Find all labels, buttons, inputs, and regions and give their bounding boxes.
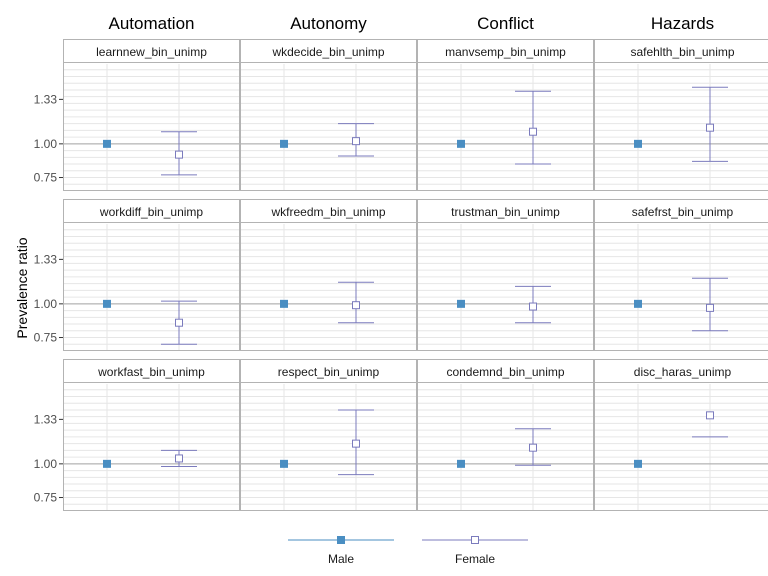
legend-marker	[471, 536, 479, 544]
male-point	[634, 459, 642, 468]
panel-frame	[63, 199, 240, 351]
column-titles: Automation Autonomy Conflict Hazards	[109, 14, 715, 33]
panel-strip	[240, 39, 417, 63]
female-point	[352, 301, 360, 310]
panel-label: safehlth_bin_unimp	[630, 45, 734, 59]
female-point	[175, 150, 183, 159]
panel-frame	[240, 199, 417, 351]
male-point	[280, 459, 288, 468]
facet-panel: condemnd_bin_unimp	[417, 359, 594, 511]
panel-label: manvsemp_bin_unimp	[445, 45, 566, 59]
panel-strip	[240, 359, 417, 383]
male-point	[634, 299, 642, 308]
male-point	[457, 299, 465, 308]
male-point	[280, 139, 288, 148]
facet-panel: safehlth_bin_unimp	[594, 39, 768, 191]
y-tick-label: 0.75	[34, 171, 58, 185]
panel-label: trustman_bin_unimp	[451, 205, 560, 219]
male-point	[103, 459, 111, 468]
facet-panel: trustman_bin_unimp	[417, 199, 594, 351]
legend-entry: Female	[422, 536, 528, 566]
female-point	[706, 123, 714, 132]
panel-label: safefrst_bin_unimp	[632, 205, 734, 219]
panel-frame	[240, 359, 417, 511]
legend-marker	[337, 536, 345, 544]
panels: learnnew_bin_unimp 0.75 1.00 1.33 wkdecide_b…	[34, 39, 768, 511]
legend-entry: Male	[288, 536, 394, 566]
panel-label: learnnew_bin_unimp	[96, 45, 207, 59]
female-point	[706, 411, 714, 420]
male-point	[280, 299, 288, 308]
facet-panel: workfast_bin_unimp 0.75 1.00 1.33	[34, 359, 240, 511]
panel-strip	[63, 199, 240, 223]
panel-label: workfast_bin_unimp	[97, 365, 205, 379]
panel-strip	[63, 359, 240, 383]
male-point	[457, 139, 465, 148]
y-tick-label: 1.00	[34, 297, 58, 311]
y-tick-label: 1.00	[34, 137, 58, 151]
panel-frame	[240, 39, 417, 191]
y-tick-label: 1.33	[34, 92, 58, 106]
panel-label: wkfreedm_bin_unimp	[270, 205, 385, 219]
female-point	[352, 439, 360, 448]
panel-label: respect_bin_unimp	[278, 365, 380, 379]
panel-frame	[417, 39, 594, 191]
facet-panel: respect_bin_unimp	[240, 359, 417, 511]
facet-panel: wkdecide_bin_unimp	[240, 39, 417, 191]
panel-strip	[594, 39, 768, 63]
panel-strip	[417, 359, 594, 383]
column-title: Autonomy	[290, 14, 367, 33]
male-point	[457, 459, 465, 468]
legend-label: Male	[328, 552, 354, 566]
legend: Male Female	[288, 536, 528, 566]
male-point	[634, 139, 642, 148]
facet-panel: wkfreedm_bin_unimp	[240, 199, 417, 351]
facet-panel: safefrst_bin_unimp	[594, 199, 768, 351]
y-tick-label: 0.75	[34, 331, 58, 345]
female-point	[352, 137, 360, 146]
column-title: Hazards	[651, 14, 714, 33]
facet-panel: workdiff_bin_unimp 0.75 1.00 1.33	[34, 199, 240, 351]
female-point	[175, 454, 183, 463]
panel-frame	[63, 39, 240, 191]
female-point	[706, 303, 714, 312]
panel-frame	[594, 359, 768, 511]
female-point	[529, 302, 537, 311]
column-title: Automation	[109, 14, 195, 33]
panel-label: wkdecide_bin_unimp	[271, 45, 384, 59]
panel-frame	[63, 359, 240, 511]
panel-strip	[417, 199, 594, 223]
female-point	[529, 443, 537, 452]
facet-panel: disc_haras_unimp	[594, 359, 768, 511]
panel-label: disc_haras_unimp	[634, 365, 732, 379]
male-point	[103, 299, 111, 308]
panel-label: condemnd_bin_unimp	[446, 365, 564, 379]
panel-strip	[63, 39, 240, 63]
legend-label: Female	[455, 552, 495, 566]
column-title: Conflict	[477, 14, 534, 33]
panel-frame	[417, 359, 594, 511]
panel-strip	[417, 39, 594, 63]
female-point	[529, 127, 537, 136]
panel-frame	[594, 199, 768, 351]
panel-strip	[594, 359, 768, 383]
male-point	[103, 139, 111, 148]
y-tick-label: 0.75	[34, 491, 58, 505]
panel-strip	[240, 199, 417, 223]
panel-frame	[417, 199, 594, 351]
female-point	[175, 318, 183, 327]
y-tick-label: 1.33	[34, 252, 58, 266]
facet-panel: learnnew_bin_unimp 0.75 1.00 1.33	[34, 39, 240, 191]
facet-panel: manvsemp_bin_unimp	[417, 39, 594, 191]
panel-strip	[594, 199, 768, 223]
y-tick-label: 1.00	[34, 457, 58, 471]
y-tick-label: 1.33	[34, 412, 58, 426]
y-axis-label: Prevalence ratio	[14, 237, 30, 338]
panel-label: workdiff_bin_unimp	[99, 205, 203, 219]
